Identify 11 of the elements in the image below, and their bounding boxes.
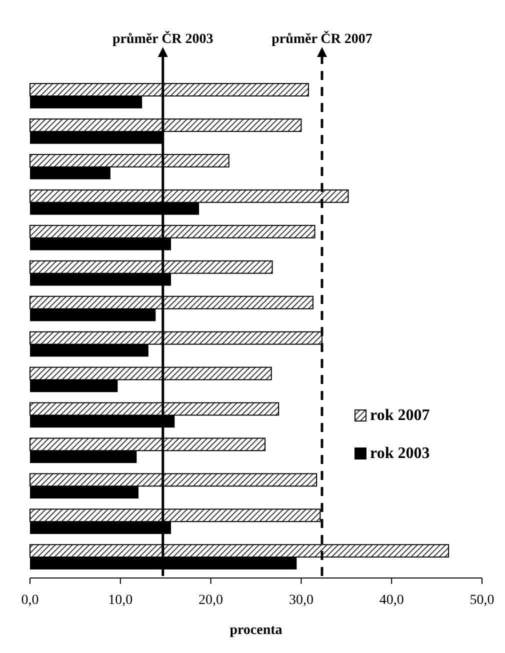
x-tick-label: 40,0 [379, 593, 404, 608]
x-tick-label: 50,0 [470, 593, 494, 608]
legend-label: rok 2007 [370, 407, 430, 424]
x-tick-label: 10,0 [108, 593, 133, 608]
ref-line-label: průměr ČR 2007 [272, 30, 372, 47]
x-tick-label: 30,0 [288, 593, 314, 608]
ref-line-label: průměr ČR 2003 [112, 30, 214, 47]
x-tick-label: 20,0 [198, 593, 224, 608]
x-axis-title: procenta [230, 623, 282, 638]
legend-label: rok 2003 [370, 445, 430, 462]
x-tick-label: 0,0 [21, 593, 39, 608]
